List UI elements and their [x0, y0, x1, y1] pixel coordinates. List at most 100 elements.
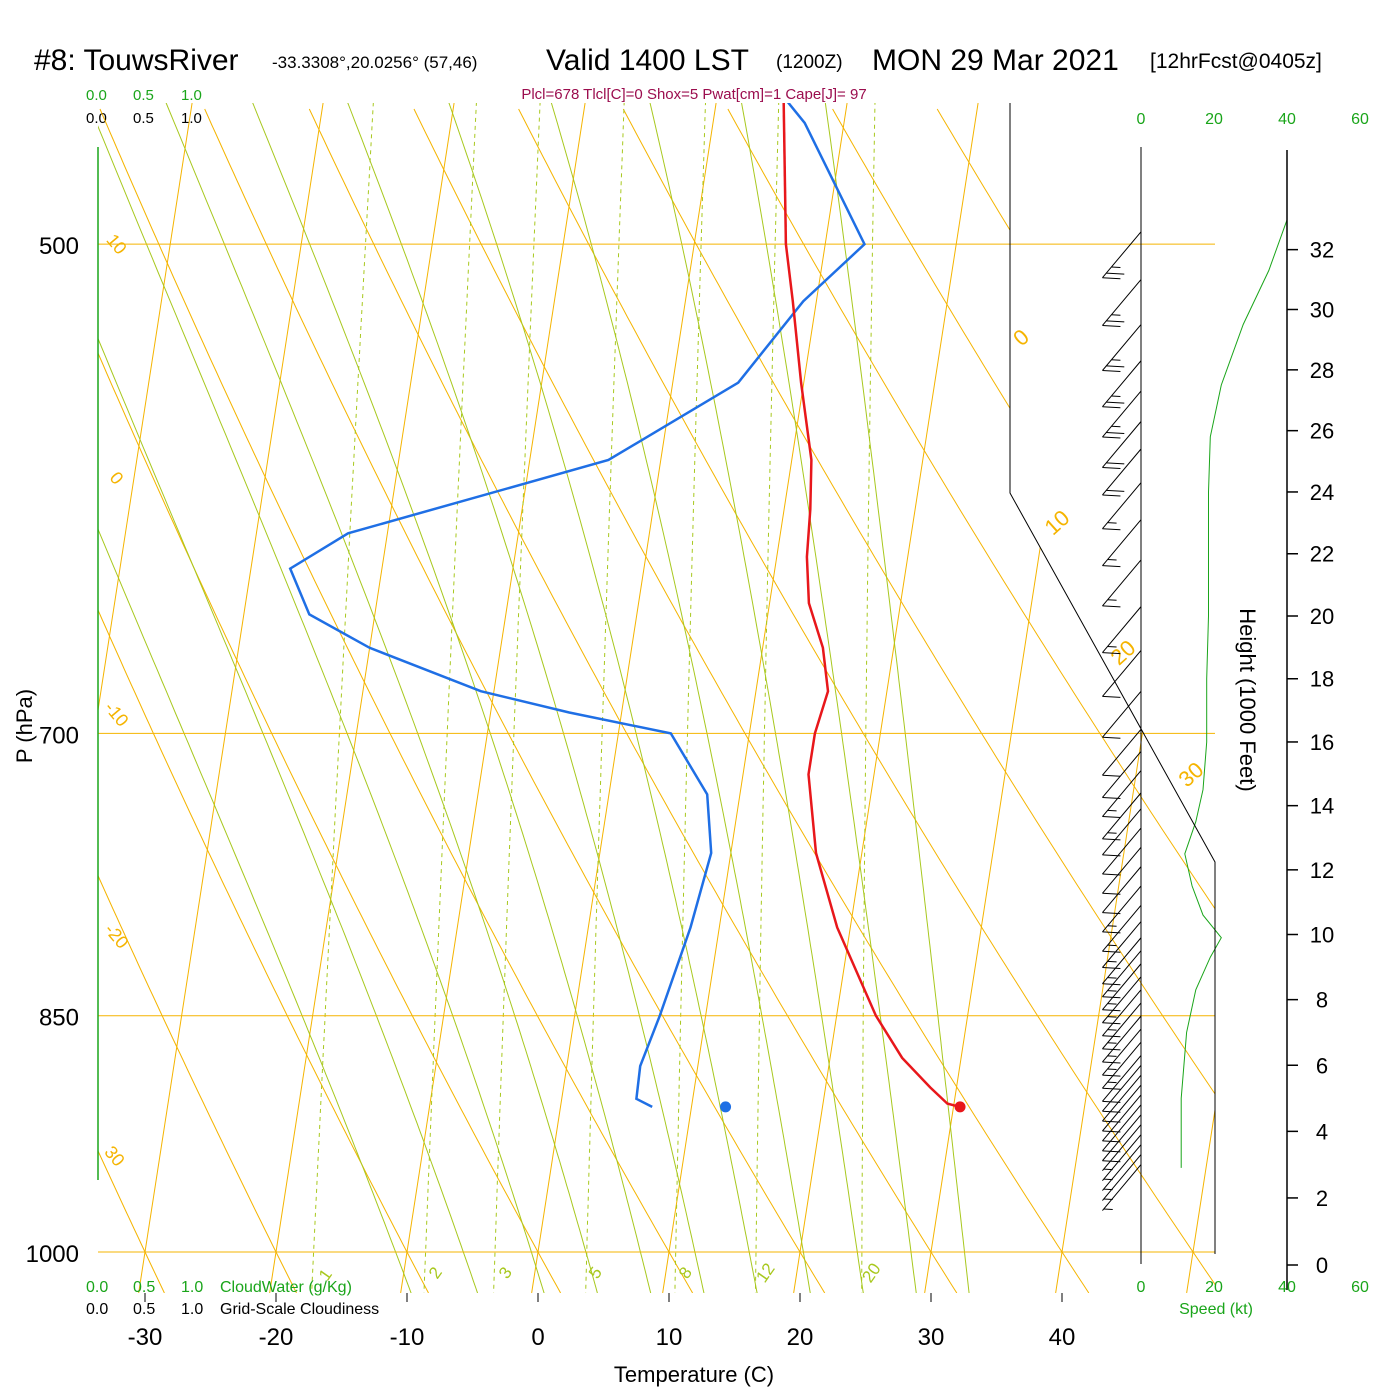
speed-top-1: 20 [1205, 111, 1223, 128]
wind-barb-flag [1102, 466, 1121, 469]
wind-barb-staff [1102, 1064, 1142, 1112]
cloud-top-b2: 1.0 [181, 110, 202, 127]
wind-barb-staff [1102, 1055, 1142, 1102]
wind-barb-half [1107, 1003, 1117, 1005]
moist-adiabat-line [98, 103, 554, 1293]
valid-date: MON 29 Mar 2021 [872, 44, 1119, 77]
wind-barb-staff [1102, 905, 1142, 952]
wind-barb-staff [1102, 1144, 1142, 1191]
temp-tick-label: -30 [128, 1324, 163, 1351]
surface-dewpoint-dot [720, 1101, 732, 1113]
speed-top-0: 0 [1137, 111, 1146, 128]
wind-barb-staff [1102, 937, 1142, 985]
wind-barb [1102, 1114, 1142, 1163]
wind-barb-staff [1102, 1041, 1142, 1089]
wind-barb-flag [1106, 489, 1125, 492]
wind-barb-staff [1102, 324, 1142, 371]
wind-barb-flag [1106, 365, 1125, 368]
cloud-top-b1: 0.5 [133, 110, 154, 127]
wind-barb-staff [1102, 827, 1142, 875]
wind-barb-flag [1102, 370, 1121, 373]
wind-barb-staff [1102, 1084, 1142, 1132]
stability-indices: Plcl=678 Tlcl[C]=0 Shox=5 Pwat[cm]=1 Cap… [521, 86, 866, 103]
isotherm-line [662, 103, 848, 1293]
forecast-info: [12hrFcst@0405z] [1150, 50, 1322, 73]
wind-barb [1102, 279, 1142, 327]
wind-barb [1102, 691, 1142, 739]
wind-barb-staff [1102, 1164, 1142, 1211]
height-tick-label: 14 [1310, 794, 1334, 819]
wind-barb [1102, 1002, 1142, 1051]
mixing-ratio-label: 2 [425, 1264, 446, 1283]
wind-barb-flag [1102, 1150, 1121, 1153]
cloud-top-b0: 0.0 [86, 110, 107, 127]
moist-adiabat-line [240, 103, 816, 1293]
temp-tick-label: 20 [787, 1324, 814, 1351]
wind-barb-half [1107, 522, 1117, 524]
height-tick-label: 0 [1316, 1253, 1328, 1278]
cloudwater-label: CloudWater (g/Kg) [220, 1279, 352, 1296]
moist-adiabat-line [98, 103, 423, 1293]
wind-barb-staff [1102, 519, 1142, 566]
wind-barb-flag [1102, 652, 1121, 655]
wind-barb-flag [1102, 966, 1121, 969]
wind-barb-staff [1102, 390, 1142, 438]
wind-barb-flag [1102, 528, 1121, 531]
wind-barb [1102, 1041, 1142, 1090]
isotherm-line [269, 103, 455, 1293]
wind-barb-flag [1102, 996, 1121, 999]
wind-barb-staff [1102, 989, 1142, 1037]
temp-tick-label: 40 [1049, 1324, 1076, 1351]
mixing-ratio-label: 5 [585, 1264, 606, 1283]
wind-barb-staff [1102, 963, 1142, 1011]
wind-barb-staff [1102, 1094, 1142, 1142]
wind-barb-flag [1102, 1061, 1121, 1064]
height-tick-label: 12 [1310, 858, 1334, 883]
valid-time: Valid 1400 LST [546, 44, 749, 77]
dry-adiabat-line [1041, 108, 1215, 1293]
mixing-ratio-line [421, 103, 486, 1293]
wind-barb-half [1103, 1208, 1113, 1211]
wind-barb [1102, 606, 1142, 655]
wind-barb [1102, 792, 1142, 841]
dry-adiabat-line [727, 108, 1215, 1293]
wind-barb-flag [1102, 1087, 1121, 1090]
dry-adiabat-label-right: 0 [1008, 324, 1034, 351]
temp-tick-label: 0 [531, 1324, 544, 1351]
wind-barb [1102, 519, 1142, 568]
height-tick-label: 30 [1310, 298, 1334, 323]
dewpoint-profile [288, 103, 867, 1109]
wind-barb-staff [1102, 751, 1142, 798]
wind-barb [1102, 866, 1142, 915]
height-tick-label: 18 [1310, 667, 1334, 692]
station-title: #8: TouwsRiver [34, 44, 239, 77]
wind-barb-half [1111, 425, 1121, 428]
dry-adiabat-line [518, 108, 1215, 1293]
wind-barb [1102, 963, 1142, 1012]
temp-tick-label: -10 [390, 1324, 425, 1351]
wind-barb-staff [1102, 231, 1142, 279]
dry-adiabat-label: -20 [101, 920, 133, 953]
height-tick-label: 26 [1310, 419, 1334, 444]
wind-barb [1102, 728, 1142, 777]
wind-barb-staff [1102, 650, 1142, 697]
wind-barb-flag [1102, 838, 1121, 841]
height-tick-label: 2 [1316, 1186, 1328, 1211]
mixing-ratio-label: 8 [675, 1264, 696, 1283]
wind-barb-staff [1102, 847, 1142, 894]
wind-barb-staff [1102, 1074, 1142, 1122]
x-axis-title: Temperature (C) [614, 1362, 774, 1387]
wind-barb-staff [1102, 482, 1142, 530]
cloud-scale-top: 0.0 0.5 1.0 0.0 0.5 1.0 [86, 87, 202, 127]
cloud-bot-b1: 0.5 [133, 1301, 155, 1318]
dry-adiabat-line [308, 108, 958, 1293]
wind-barb-staff [1102, 885, 1142, 933]
wind-barb [1102, 1028, 1142, 1077]
wind-barb-half [1107, 1042, 1117, 1044]
plot-right-border [1009, 103, 1216, 1254]
wind-barb-flag [1106, 320, 1125, 323]
wind-barb [1102, 989, 1142, 1038]
speed-top-2: 40 [1278, 111, 1296, 128]
